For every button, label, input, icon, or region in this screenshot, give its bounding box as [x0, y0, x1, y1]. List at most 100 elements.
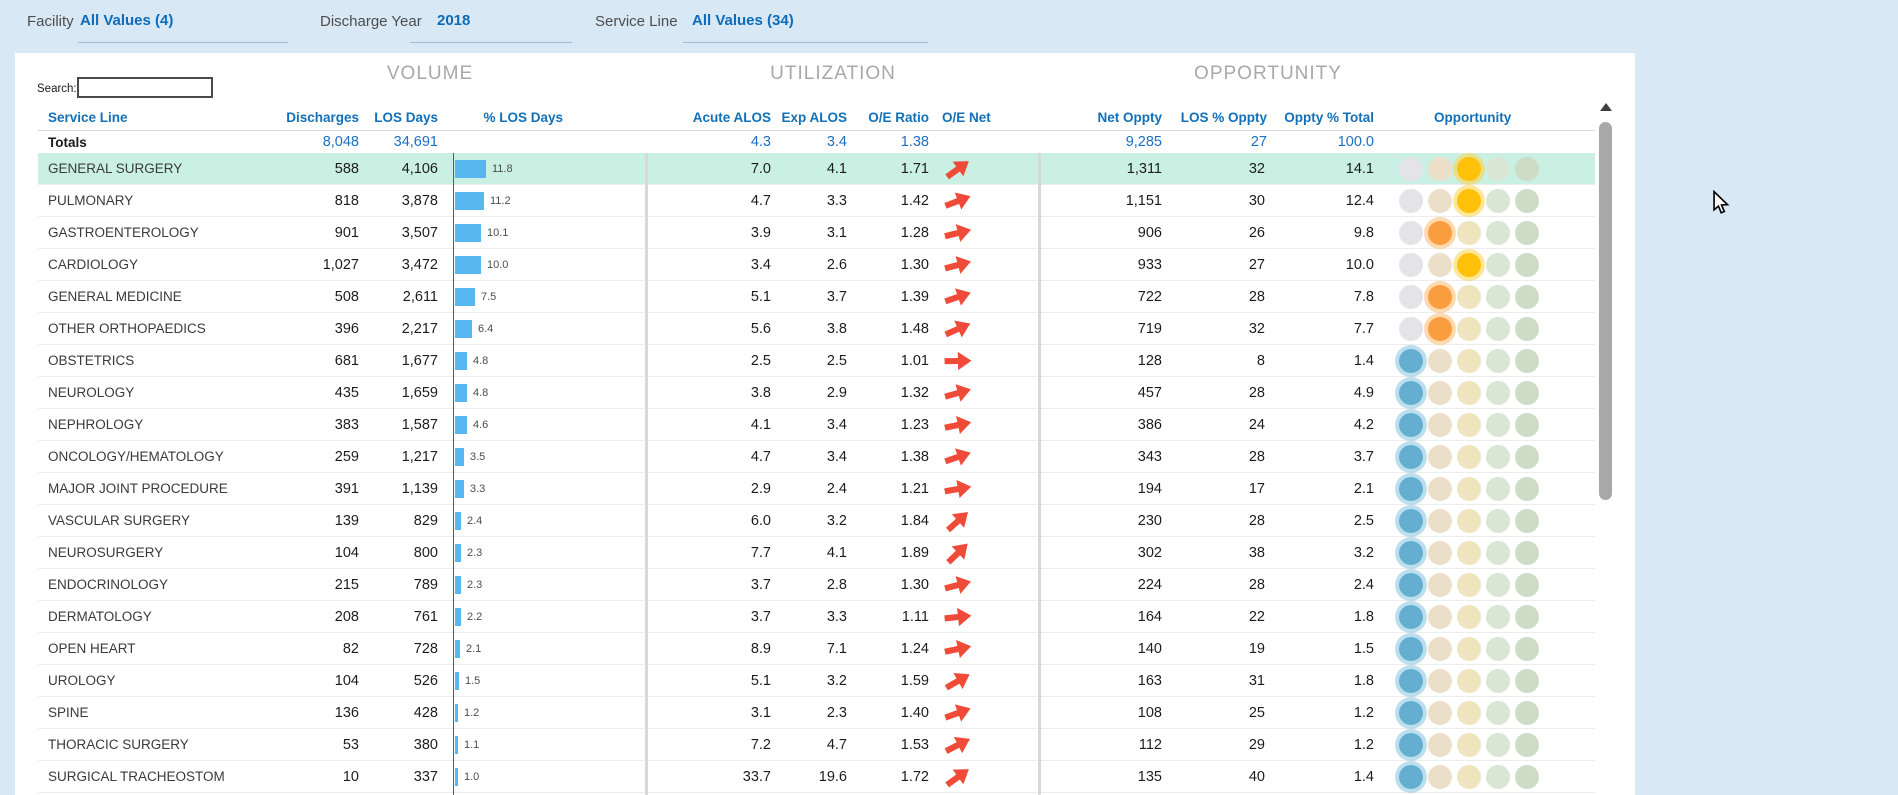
exp-alos-value: 3.2 — [826, 513, 847, 529]
los-pct-oppty-value: 31 — [1248, 673, 1265, 689]
opportunity-dot — [1515, 477, 1539, 501]
opportunity-dot — [1457, 349, 1481, 373]
opportunity-dot — [1399, 317, 1423, 341]
oe-ratio-value: 1.71 — [900, 161, 929, 177]
col-header-los-days[interactable]: LOS Days — [374, 110, 438, 125]
service-line-name: CARDIOLOGY — [48, 257, 139, 272]
table-row[interactable]: MAJOR JOINT PROCEDURE 391 1,139 3.3 2.9 2.4 1.… — [38, 473, 1595, 505]
scrollbar-thumb[interactable] — [1599, 122, 1612, 500]
table-row[interactable]: PULMONARY 818 3,878 11.2 4.7 3.3 1.42 1,151 30 12… — [38, 185, 1595, 217]
los-pct-oppty-value: 26 — [1248, 225, 1265, 241]
opportunity-dot — [1399, 413, 1423, 437]
col-header-opportunity[interactable]: Opportunity — [1434, 110, 1512, 125]
opportunity-dot — [1486, 765, 1510, 789]
net-oppty-value: 933 — [1137, 257, 1162, 273]
oe-ratio-value: 1.11 — [901, 609, 929, 625]
table-row[interactable]: ENDOCRINOLOGY 215 789 2.3 3.7 2.8 1.30 224 28 2.4 — [38, 569, 1595, 601]
discharge-year-filter-label: Discharge Year — [320, 13, 422, 30]
col-header-pct-los-days[interactable]: % LOS Days — [483, 110, 563, 125]
table-row[interactable]: CARDIOLOGY 1,027 3,472 10.0 3.4 2.6 1.30 933 27 1… — [38, 249, 1595, 281]
table-row[interactable]: DERMATOLOGY 208 761 2.2 3.7 3.3 1.11 164 22 1.8 — [38, 601, 1595, 633]
opportunity-dot — [1486, 669, 1510, 693]
opportunity-dot — [1399, 157, 1423, 181]
col-header-service-line[interactable]: Service Line — [48, 110, 128, 125]
table-row[interactable]: THORACIC SURGERY 53 380 1.1 7.2 4.7 1.53 112 29 1… — [38, 729, 1595, 761]
oppty-pct-total-value: 7.7 — [1353, 321, 1374, 337]
pct-los-days-value: 3.5 — [470, 451, 486, 463]
service-line-filter-value[interactable]: All Values (34) — [692, 12, 794, 29]
service-line-name: NEPHROLOGY — [48, 417, 144, 432]
oe-ratio-value: 1.38 — [900, 449, 929, 465]
opportunity-dot — [1428, 509, 1452, 533]
col-header-los-pct-oppty[interactable]: LOS % Oppty — [1180, 110, 1267, 125]
col-header-acute-alos[interactable]: Acute ALOS — [692, 110, 771, 125]
pct-los-days-value: 4.6 — [473, 419, 489, 431]
table-row[interactable]: ONCOLOGY/HEMATOLOGY 259 1,217 3.5 4.7 3.4 1.38… — [38, 441, 1595, 473]
los-days-bar — [455, 192, 484, 210]
facility-filter-value[interactable]: All Values (4) — [80, 12, 174, 29]
oe-ratio-value: 1.59 — [900, 673, 929, 689]
col-header-net-oppty[interactable]: Net Oppty — [1097, 110, 1162, 125]
table-row[interactable]: OPEN HEART 82 728 2.1 8.9 7.1 1.24 140 19 1.5 — [38, 633, 1595, 665]
table-row[interactable]: OBSTETRICS 681 1,677 4.8 2.5 2.5 1.01 128 8 1.4 — [38, 345, 1595, 377]
net-oppty-value: 1,311 — [1126, 161, 1162, 177]
table-row[interactable]: NEPHROLOGY 383 1,587 4.6 4.1 3.4 1.23 386 24 4.2 — [38, 409, 1595, 441]
table-row[interactable]: VASCULAR SURGERY 139 829 2.4 6.0 3.2 1.84 230 28… — [38, 505, 1595, 537]
los-days-bar — [455, 512, 461, 530]
opportunity-dot — [1457, 381, 1481, 405]
search-input[interactable] — [77, 77, 213, 98]
opportunity-dot — [1457, 509, 1481, 533]
discharges-value: 901 — [334, 225, 359, 241]
service-line-name: PULMONARY — [48, 193, 134, 208]
oppty-pct-total-value: 10.0 — [1345, 257, 1374, 273]
discharges-value: 818 — [334, 193, 359, 209]
opportunity-dot — [1457, 189, 1481, 213]
col-header-oe-net[interactable]: O/E Net — [942, 110, 991, 125]
table-row[interactable]: UROLOGY 104 526 1.5 5.1 3.2 1.59 163 31 1.8 — [38, 665, 1595, 697]
oe-ratio-value: 1.39 — [900, 289, 929, 305]
table-row[interactable]: SURGICAL TRACHEOSTOM 10 337 1.0 33.7 19.6 1.72… — [38, 761, 1595, 793]
opportunity-dot — [1486, 221, 1510, 245]
section-divider-volume-utilization — [645, 153, 648, 795]
net-oppty-value: 302 — [1137, 545, 1162, 561]
los-days-value: 761 — [413, 609, 438, 625]
table-row[interactable]: GENERAL SURGERY 588 4,106 11.8 7.0 4.1 1.71 1,3… — [38, 153, 1595, 185]
exp-alos-value: 2.8 — [826, 577, 847, 593]
col-header-oppty-pct-total[interactable]: Oppty % Total — [1284, 110, 1374, 125]
table-row[interactable]: OTHER ORTHOPAEDICS 396 2,217 6.4 5.6 3.8 1.48 7… — [38, 313, 1595, 345]
table-row[interactable]: NEUROSURGERY 104 800 2.3 7.7 4.1 1.89 302 38 3.2 — [38, 537, 1595, 569]
exp-alos-value: 4.1 — [826, 545, 847, 561]
los-pct-oppty-value: 28 — [1248, 289, 1265, 305]
oe-net-arrow-icon — [943, 766, 973, 788]
col-header-oe-ratio[interactable]: O/E Ratio — [868, 110, 929, 125]
table-row[interactable]: NEUROLOGY 435 1,659 4.8 3.8 2.9 1.32 457 28 4.9 — [38, 377, 1595, 409]
opportunity-indicator — [1399, 701, 1539, 725]
los-days-bar — [455, 448, 464, 466]
service-line-name: ONCOLOGY/HEMATOLOGY — [48, 449, 224, 464]
discharge-year-filter-value[interactable]: 2018 — [437, 12, 471, 29]
table-row[interactable]: GASTROENTEROLOGY 901 3,507 10.1 3.9 3.1 1.28 90… — [38, 217, 1595, 249]
oe-ratio-value: 1.84 — [900, 513, 929, 529]
net-oppty-value: 164 — [1137, 609, 1162, 625]
service-line-name: ENDOCRINOLOGY — [48, 577, 169, 592]
oe-net-arrow-icon — [943, 734, 973, 756]
los-days-bar — [455, 544, 461, 562]
opportunity-dot — [1399, 477, 1423, 501]
los-pct-oppty-value: 32 — [1248, 161, 1265, 177]
opportunity-dot — [1486, 733, 1510, 757]
service-line-name: MAJOR JOINT PROCEDURE — [48, 481, 228, 496]
opportunity-dot — [1428, 733, 1452, 757]
los-days-value: 1,659 — [401, 385, 438, 401]
col-header-exp-alos[interactable]: Exp ALOS — [781, 110, 847, 125]
table-row[interactable]: SPINE 136 428 1.2 3.1 2.3 1.40 108 25 1.2 — [38, 697, 1595, 729]
col-header-discharges[interactable]: Discharges — [286, 110, 359, 125]
opportunity-indicator — [1399, 637, 1539, 661]
scrollbar-up-arrow-icon[interactable] — [1600, 103, 1612, 111]
service-line-name: OPEN HEART — [48, 641, 136, 656]
los-days-value: 526 — [413, 673, 438, 689]
table-row[interactable]: GENERAL MEDICINE 508 2,611 7.5 5.1 3.7 1.39 722… — [38, 281, 1595, 313]
oe-ratio-value: 1.23 — [900, 417, 929, 433]
opportunity-dot — [1486, 253, 1510, 277]
discharges-value: 1,027 — [322, 257, 359, 273]
opportunity-dot — [1428, 541, 1452, 565]
